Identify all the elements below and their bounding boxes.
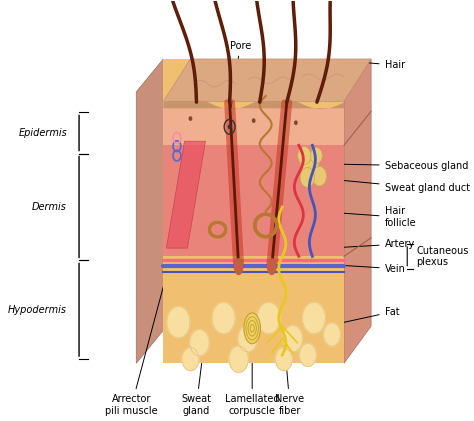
Circle shape [182,348,199,370]
Circle shape [257,302,280,334]
Circle shape [229,346,248,372]
Text: Vein: Vein [332,264,406,274]
Polygon shape [344,59,371,363]
Text: Lamellated
corpuscle: Lamellated corpuscle [225,347,280,416]
Polygon shape [164,59,344,363]
Circle shape [253,119,255,122]
Circle shape [295,121,297,124]
Text: Hair: Hair [350,60,405,70]
Ellipse shape [244,313,260,344]
Circle shape [324,323,340,346]
Circle shape [228,125,231,128]
Text: Dermis: Dermis [32,202,67,212]
Polygon shape [164,59,371,101]
Text: Sweat
gland: Sweat gland [182,239,217,416]
Circle shape [298,147,311,165]
Circle shape [301,152,319,176]
Text: Sebaceous gland: Sebaceous gland [323,161,468,171]
Circle shape [300,168,314,187]
Text: Epidermis: Epidermis [18,128,67,138]
Polygon shape [164,256,344,363]
Circle shape [310,147,322,164]
Text: Cutaneous
plexus: Cutaneous plexus [416,245,469,267]
Polygon shape [164,108,344,145]
Polygon shape [136,59,164,363]
Polygon shape [164,145,344,256]
Circle shape [275,348,292,370]
Text: Artery: Artery [332,239,415,249]
Text: Sweat gland duct: Sweat gland duct [323,179,470,194]
Circle shape [312,166,327,186]
Circle shape [189,117,191,120]
Text: Fat: Fat [328,307,399,326]
Ellipse shape [235,259,243,274]
Text: Nerve
fiber: Nerve fiber [275,321,304,416]
Circle shape [238,325,257,352]
Text: Pore: Pore [229,41,251,116]
Text: Hair
follicle: Hair follicle [317,206,416,228]
Circle shape [302,302,325,334]
Circle shape [167,306,190,338]
Text: Arrector
pili muscle: Arrector pili muscle [105,238,176,416]
Text: Hypodermis: Hypodermis [8,305,67,315]
Polygon shape [166,141,206,248]
Circle shape [190,330,209,356]
Circle shape [283,325,302,352]
Polygon shape [164,96,344,109]
Circle shape [300,344,316,367]
Ellipse shape [267,259,276,274]
Circle shape [212,302,235,334]
